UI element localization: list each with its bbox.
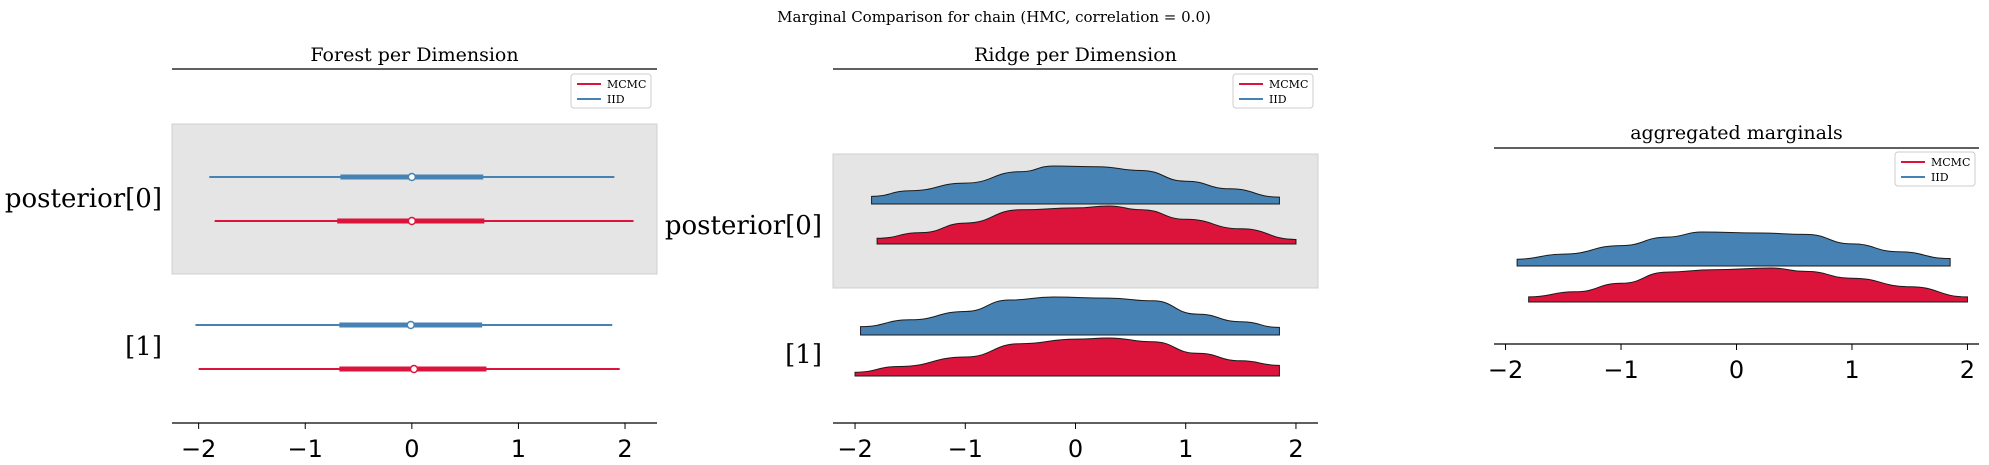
panel-title: Forest per Dimension (310, 44, 518, 66)
legend: MCMC IID (570, 73, 652, 109)
figure-title: Marginal Comparison for chain (HMC, corr… (777, 8, 1211, 26)
median-point-mcmc (407, 216, 417, 226)
ridge-iid (860, 296, 1280, 336)
shaded-row-band (171, 123, 658, 275)
legend: MCMC IID (1894, 151, 1976, 187)
x-tick-label: 1 (1178, 435, 1193, 463)
ridge-mcmc (1528, 267, 1968, 303)
row-label: [1] (125, 332, 162, 362)
x-tick-label: 0 (1729, 356, 1744, 384)
legend-label: MCMC (1931, 156, 1970, 169)
x-tick-label: 2 (617, 435, 632, 463)
panel-2: Ridge per Dimension posterior[0] [1] −2 −1 0 1… (665, 44, 1319, 463)
legend-label: MCMC (1269, 78, 1308, 91)
median-point-iid (406, 320, 416, 330)
x-tick-label: −2 (181, 435, 216, 463)
x-tick-label: 1 (1844, 356, 1859, 384)
x-tick-label: −1 (288, 435, 323, 463)
ridge-iid (871, 165, 1280, 205)
row-label: posterior[0] (665, 211, 822, 241)
x-tick-label: −1 (948, 435, 983, 463)
x-tick-label: 2 (1960, 356, 1975, 384)
legend-label: IID (1931, 171, 1949, 184)
ridge-iid (1516, 231, 1951, 267)
x-tick-label: −1 (1603, 356, 1638, 384)
legend-label: MCMC (607, 78, 646, 91)
median-point-mcmc (409, 364, 419, 374)
x-tick-label: −2 (837, 435, 872, 463)
x-tick-label: −2 (1488, 356, 1523, 384)
x-tick-label: 2 (1288, 435, 1303, 463)
legend-label: IID (1269, 93, 1287, 106)
panel-3: aggregated marginals −2 −1 0 1 2 MCMC IID (1488, 122, 1979, 384)
legend: MCMC IID (1232, 73, 1314, 109)
panel-1: Forest per Dimension posterior[0] [1] −2 −1 0… (5, 44, 658, 463)
row-label: [1] (785, 340, 822, 370)
row-label: posterior[0] (5, 184, 162, 214)
x-tick-label: 0 (1068, 435, 1083, 463)
panel-title: Ridge per Dimension (974, 44, 1177, 66)
ridge-mcmc (854, 337, 1280, 377)
ridge-mcmc (876, 205, 1297, 245)
legend-label: IID (607, 93, 625, 106)
x-tick-label: 1 (511, 435, 526, 463)
panels: Forest per Dimension posterior[0] [1] −2 −1 0… (5, 44, 1979, 463)
x-tick-label: 0 (404, 435, 419, 463)
median-point-iid (407, 172, 417, 182)
panel-title: aggregated marginals (1630, 122, 1843, 144)
